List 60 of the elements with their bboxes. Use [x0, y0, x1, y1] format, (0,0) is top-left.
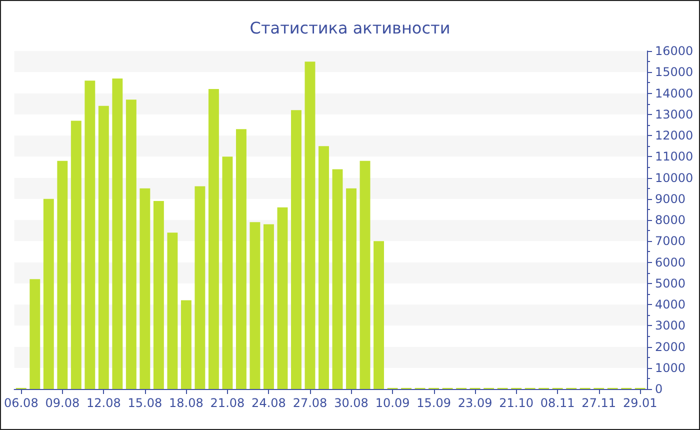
bar [153, 200, 164, 389]
bar [57, 160, 68, 389]
x-tick-label: 06.08 [4, 396, 38, 410]
x-tick-label: 12.08 [86, 396, 121, 410]
y-tick-label: 15000 [655, 65, 694, 80]
bar [318, 146, 329, 389]
bar [70, 120, 82, 389]
x-tick-label: 27.08 [292, 396, 328, 410]
bar [194, 186, 206, 389]
y-tick-label: 3000 [655, 318, 686, 333]
bar [112, 78, 123, 389]
x-tick-label: 21.10 [499, 396, 534, 410]
x-tick-label: 15.09 [416, 396, 451, 410]
y-tick-label: 10000 [655, 170, 694, 185]
x-tick-label: 08.11 [540, 396, 575, 410]
x-tick-label: 21.08 [210, 396, 245, 410]
bar [167, 232, 178, 389]
bar [43, 198, 54, 389]
y-tick-label: 8000 [655, 213, 686, 227]
y-tick-label: 12000 [655, 128, 694, 142]
y-tick-label: 2000 [655, 340, 686, 354]
x-tick-label: 30.08 [334, 396, 368, 410]
x-tick-label: 29.01 [622, 396, 658, 410]
chart-title: Статистика активности [250, 18, 450, 38]
x-tick-label: 23.09 [458, 396, 492, 410]
bar [180, 300, 192, 389]
bar [30, 279, 40, 389]
x-tick-label: 27.11 [582, 396, 616, 410]
y-tick-label: 13000 [655, 107, 694, 122]
y-tick-label: 1000 [655, 360, 686, 375]
x-tick-label: 18.08 [169, 396, 204, 410]
bar [126, 100, 136, 389]
bar [304, 62, 316, 389]
y-tick-label: 6000 [655, 255, 686, 270]
bar [291, 110, 302, 389]
bar [208, 89, 219, 389]
y-tick-label: 4000 [655, 298, 686, 312]
x-tick-label: 10.09 [375, 396, 410, 410]
y-tick-label: 0 [655, 382, 663, 396]
bar [84, 80, 96, 389]
bar [98, 106, 109, 389]
y-tick-label: 14000 [655, 86, 694, 100]
y-tick-label: 16000 [655, 44, 694, 58]
bar [332, 169, 343, 389]
bar [140, 188, 150, 389]
x-tick-label: 15.08 [128, 396, 162, 410]
y-tick-label: 9000 [655, 192, 686, 206]
y-tick-label: 7000 [655, 234, 686, 248]
bar [250, 222, 260, 389]
bar [222, 156, 233, 389]
bar [360, 160, 370, 389]
x-tick-label: 09.08 [45, 396, 80, 410]
bar [264, 224, 274, 389]
bar [236, 129, 246, 389]
bar [346, 188, 356, 389]
bar [374, 241, 384, 389]
x-tick-label: 24.08 [252, 396, 286, 410]
y-tick-label: 11000 [655, 150, 694, 164]
bar [277, 207, 288, 389]
y-tick-label: 5000 [655, 276, 686, 290]
